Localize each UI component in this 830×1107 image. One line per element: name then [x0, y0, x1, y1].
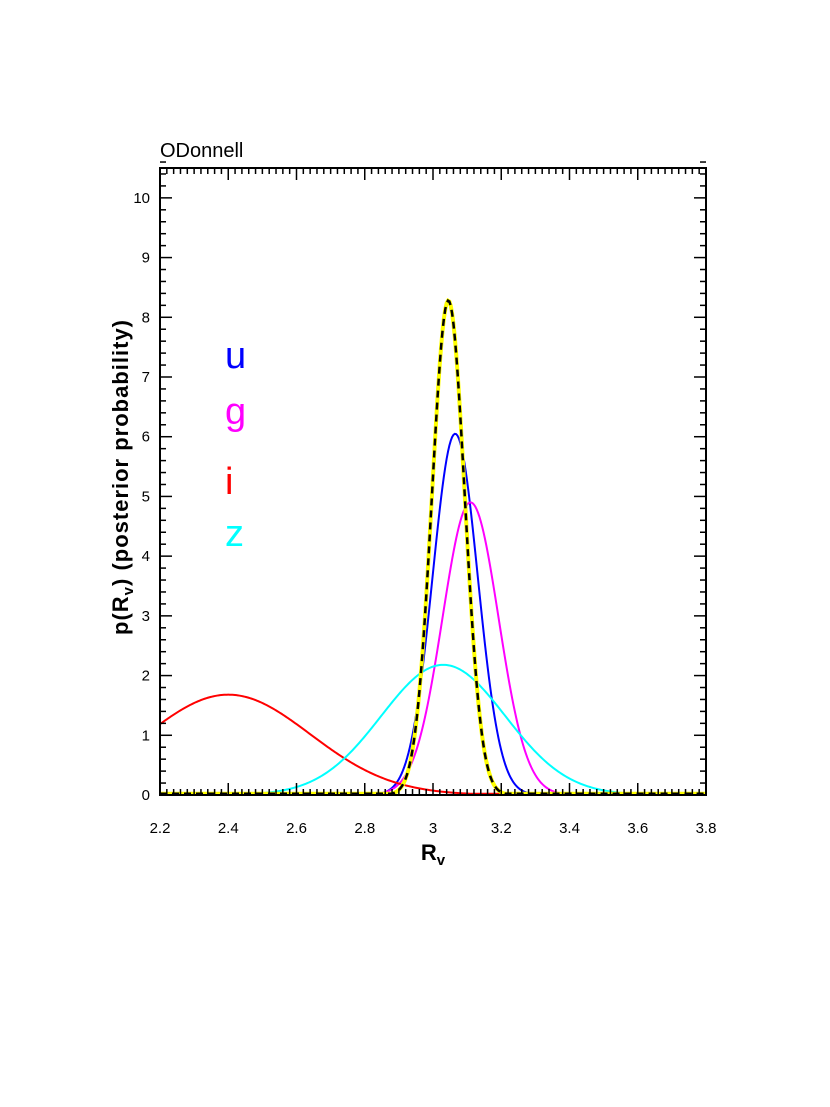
chart-ticks [159, 161, 707, 796]
y-axis-title-subscript: v [120, 586, 137, 595]
chart-curves [159, 297, 706, 796]
series-line-z [160, 663, 706, 795]
y-tick-label: 6 [142, 429, 150, 446]
series-line-overlay-5 [160, 298, 706, 796]
x-tick-label: 3.2 [491, 820, 512, 837]
y-tick-label: 7 [142, 369, 150, 386]
y-tick-label: 8 [142, 309, 150, 326]
x-axis-title: Rv [421, 840, 446, 869]
legend-label-z: z [225, 513, 244, 555]
x-axis-title-subscript: v [437, 852, 446, 869]
x-tick-label: 2.2 [150, 820, 171, 837]
y-tick-label: 5 [142, 488, 150, 505]
legend: u g i z [225, 335, 246, 555]
x-tick-label: 2.4 [218, 820, 239, 837]
x-tick-label: 2.8 [354, 820, 375, 837]
y-tick-label: 1 [142, 727, 150, 744]
y-axis-title: p(Rv) (posterior probability) [108, 319, 137, 635]
legend-label-g: g [225, 391, 246, 433]
y-tick-label: 9 [142, 250, 150, 267]
y-tick-label: 3 [142, 608, 150, 625]
legend-label-u: u [225, 335, 246, 377]
x-tick-label: 3 [429, 820, 437, 837]
y-tick-label: 0 [142, 787, 150, 804]
x-tick-label: 3.6 [627, 820, 648, 837]
legend-label-i: i [225, 461, 233, 503]
y-tick-label: 4 [142, 548, 150, 565]
x-tick-label: 2.6 [286, 820, 307, 837]
x-tick-label: 3.4 [559, 820, 580, 837]
chart-title: ODonnell [160, 140, 243, 162]
chart-tick-labels: 2.2 2.4 2.6 2.8 3 3.2 3.4 3.6 3.8 0 1 2 3 4 5 6 7 8 9 10 [133, 190, 716, 837]
x-tick-label: 3.8 [696, 820, 717, 837]
series-line-i [159, 693, 706, 795]
y-tick-label: 2 [142, 668, 150, 685]
y-tick-label: 10 [133, 190, 150, 207]
